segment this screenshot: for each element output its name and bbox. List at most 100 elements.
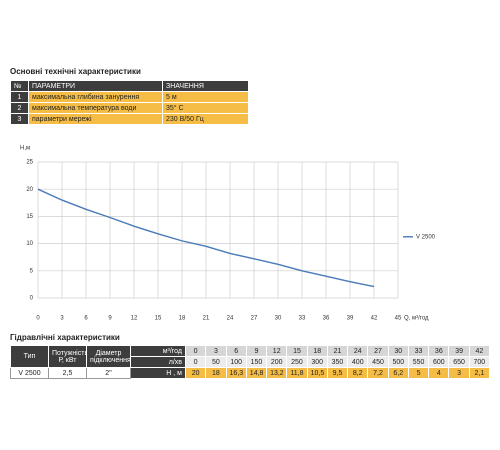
y-tick-label: 10 bbox=[26, 241, 33, 247]
table-cell: 11,8 bbox=[286, 367, 308, 379]
unit-cell: Н , м bbox=[130, 367, 186, 379]
y-tick-label: 15 bbox=[26, 214, 33, 220]
table-cell: параметри мережі bbox=[28, 113, 163, 125]
table-row: Тип Потужність Р, кВт Дiаметр підключення м… bbox=[10, 345, 491, 368]
header-cell: Тип bbox=[10, 345, 49, 368]
table-cell: 450 bbox=[367, 356, 389, 368]
unit-cell: м³/год bbox=[130, 345, 186, 357]
y-tick-label: 25 bbox=[26, 160, 33, 166]
table-cell: 18 bbox=[205, 367, 227, 379]
table-row: 3 параметри мережі 230 В/50 Гц bbox=[10, 113, 249, 125]
table-cell: 1 bbox=[10, 91, 29, 103]
table-cell: 33 bbox=[407, 345, 430, 357]
header-cell: ПАРАМЕТРИ bbox=[28, 80, 163, 92]
x-tick-label: 21 bbox=[203, 316, 210, 322]
table-cell: 600 bbox=[428, 356, 450, 368]
table-cell: 21 bbox=[326, 345, 349, 357]
header-cell: № bbox=[10, 80, 29, 92]
table-cell: 3 bbox=[448, 367, 470, 379]
table-cell: 350 bbox=[326, 356, 349, 368]
table-cell: 6,2 bbox=[387, 367, 409, 379]
table-cell: 14,8 bbox=[245, 367, 268, 379]
table-cell: V 2500 bbox=[10, 367, 49, 379]
table-cell: 2,1 bbox=[468, 367, 491, 379]
table-cell: 4 bbox=[428, 367, 450, 379]
x-tick-label: 15 bbox=[155, 316, 162, 322]
x-tick-label: 0 bbox=[36, 316, 40, 322]
table-cell: 150 bbox=[245, 356, 268, 368]
table-cell: 39 bbox=[448, 345, 470, 357]
hydraulic-table: Тип Потужність Р, кВт Дiаметр підключення м… bbox=[10, 345, 491, 379]
table-cell: 24 bbox=[347, 345, 369, 357]
y-tick-label: 5 bbox=[30, 268, 34, 274]
table-cell: 13,2 bbox=[266, 367, 288, 379]
table-cell: 50 bbox=[205, 356, 227, 368]
table-cell: 0 bbox=[184, 345, 207, 357]
x-tick-label: 30 bbox=[275, 316, 282, 322]
table-cell: 3 bbox=[10, 113, 29, 125]
table-cell: 5 bbox=[407, 367, 430, 379]
table-cell: 16,3 bbox=[225, 367, 247, 379]
x-tick-label: 6 bbox=[84, 316, 88, 322]
table-row: № ПАРАМЕТРИ ЗНАЧЕННЯ bbox=[10, 80, 249, 92]
x-tick-label: 24 bbox=[227, 316, 234, 322]
table-cell: 200 bbox=[266, 356, 288, 368]
hydraulic-title: Гідравлічні характеристики bbox=[10, 333, 120, 342]
table-cell: 20 bbox=[184, 367, 207, 379]
table-cell: 230 В/50 Гц bbox=[162, 113, 249, 125]
table-cell: 400 bbox=[347, 356, 369, 368]
x-tick-label: 18 bbox=[179, 316, 186, 322]
header-cell: Потужність Р, кВт bbox=[48, 345, 87, 368]
header-cell: ЗНАЧЕННЯ bbox=[162, 80, 249, 92]
table-cell: 3 bbox=[205, 345, 227, 357]
table-cell: 2" bbox=[86, 367, 131, 379]
table-cell: 9 bbox=[245, 345, 268, 357]
spec-title: Основні технічні характеристики bbox=[10, 67, 141, 76]
x-tick-label: 39 bbox=[347, 316, 354, 322]
y-axis-label: H,м bbox=[20, 146, 30, 152]
table-cell: 35° C bbox=[162, 102, 249, 114]
x-tick-label: 12 bbox=[131, 316, 138, 322]
table-cell: 15 bbox=[286, 345, 308, 357]
table-row: V 2500 2,5 2" Н , м 20 18 16,3 14,8 13,2 11,8 10,5… bbox=[10, 367, 491, 379]
x-tick-label: 27 bbox=[251, 316, 258, 322]
legend-label: V 2500 bbox=[416, 234, 436, 240]
table-cell: 250 bbox=[286, 356, 308, 368]
table-cell: максимальна температура води bbox=[28, 102, 163, 114]
table-row: л/хв 0 50 100 150 200 250 300 350 400 450 500 550 600… bbox=[11, 356, 491, 368]
header-cell: Дiаметр підключення bbox=[86, 345, 131, 368]
table-cell: 9,5 bbox=[326, 367, 349, 379]
x-tick-label: 3 bbox=[60, 316, 64, 322]
table-cell: 0 bbox=[184, 356, 207, 368]
spec-table: № ПАРАМЕТРИ ЗНАЧЕННЯ 1 максимальна глибина з… bbox=[10, 80, 249, 125]
table-row: 1 максимальна глибина занурення 5 м bbox=[10, 91, 249, 103]
table-cell: 8,2 bbox=[347, 367, 369, 379]
table-cell: 2 bbox=[10, 102, 29, 114]
table-cell: 550 bbox=[407, 356, 430, 368]
table-cell: 36 bbox=[428, 345, 450, 357]
y-tick-label: 20 bbox=[26, 187, 33, 193]
table-cell: 6 bbox=[225, 345, 247, 357]
x-tick-label: 33 bbox=[299, 316, 306, 322]
x-tick-label: 9 bbox=[108, 316, 112, 322]
table-cell: 2,5 bbox=[48, 367, 87, 379]
table-cell: 7,2 bbox=[367, 367, 389, 379]
table-cell: 500 bbox=[387, 356, 409, 368]
table-cell: максимальна глибина занурення bbox=[28, 91, 163, 103]
x-tick-label: 36 bbox=[323, 316, 330, 322]
unit-cell: л/хв bbox=[130, 356, 186, 368]
table-cell: 18 bbox=[306, 345, 328, 357]
table-cell: 100 bbox=[225, 356, 247, 368]
table-row: 2 максимальна температура води 35° C bbox=[10, 102, 249, 114]
x-tick-label: 45 bbox=[395, 316, 402, 322]
x-axis-label: Q, м³/год bbox=[404, 316, 429, 322]
y-tick-label: 0 bbox=[30, 296, 34, 302]
table-cell: 30 bbox=[387, 345, 409, 357]
table-cell: 10,5 bbox=[306, 367, 328, 379]
table-cell: 300 bbox=[306, 356, 328, 368]
table-cell: 42 bbox=[468, 345, 491, 357]
series-line bbox=[37, 188, 375, 288]
table-cell: 700 bbox=[468, 356, 491, 368]
